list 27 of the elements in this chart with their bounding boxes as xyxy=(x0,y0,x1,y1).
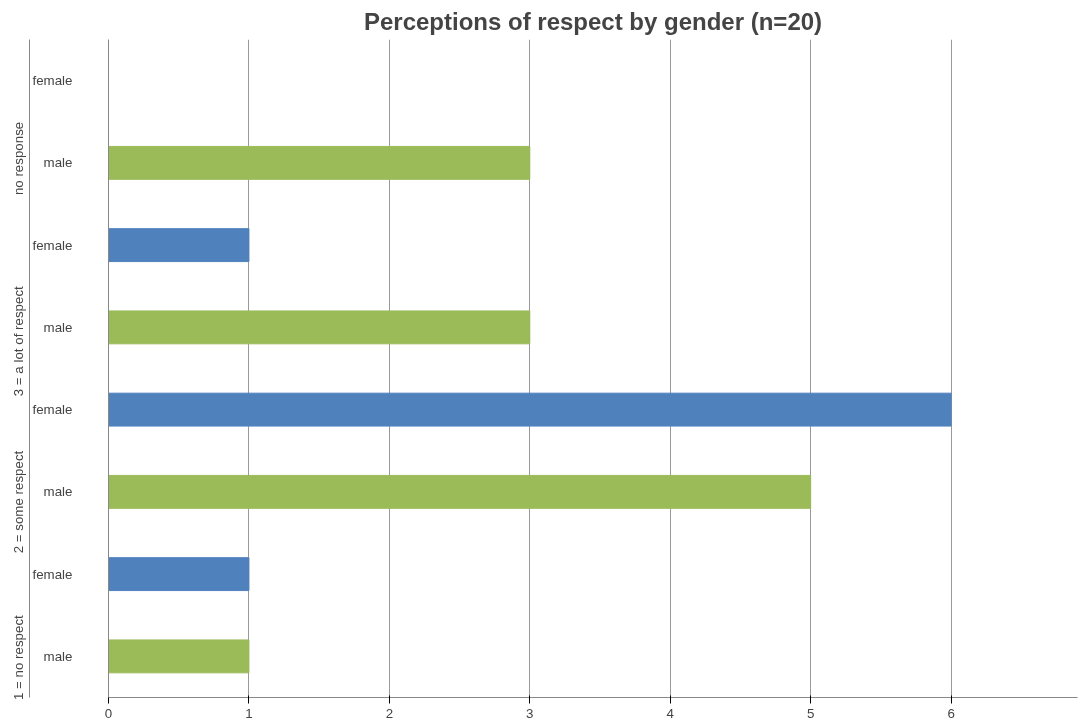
text: 3 = a lot of respect xyxy=(11,285,26,397)
x-tick-label: 3 xyxy=(526,705,534,720)
text: 1 = no respect xyxy=(11,614,26,701)
bar xyxy=(108,392,952,427)
y-tick-label: female xyxy=(32,566,73,582)
bar xyxy=(108,474,812,509)
y-tick-label: male xyxy=(43,155,73,171)
y-tick-label: female xyxy=(32,402,73,418)
x-tick-label: 4 xyxy=(666,705,675,720)
y-tick-label: male xyxy=(43,319,73,335)
bar xyxy=(108,145,531,180)
x-tick-label: 1 xyxy=(245,705,253,720)
x-tick-label: 2 xyxy=(385,705,394,720)
x-tick-label: 0 xyxy=(104,705,113,720)
bar xyxy=(108,557,250,592)
x-tick-label: 5 xyxy=(806,705,815,720)
bar xyxy=(108,310,531,345)
y-tick-label: male xyxy=(43,484,73,500)
y-tick-label: female xyxy=(32,237,73,253)
text: 2 = some respect xyxy=(11,450,26,554)
bar xyxy=(108,639,250,674)
text: no response xyxy=(11,121,26,196)
x-tick-label: 6 xyxy=(947,705,955,720)
chart-title: Perceptions of respect by gender (n=20) xyxy=(363,7,823,35)
y-tick-label: male xyxy=(43,648,73,664)
y-tick-label: female xyxy=(32,73,73,89)
bar xyxy=(108,228,250,263)
